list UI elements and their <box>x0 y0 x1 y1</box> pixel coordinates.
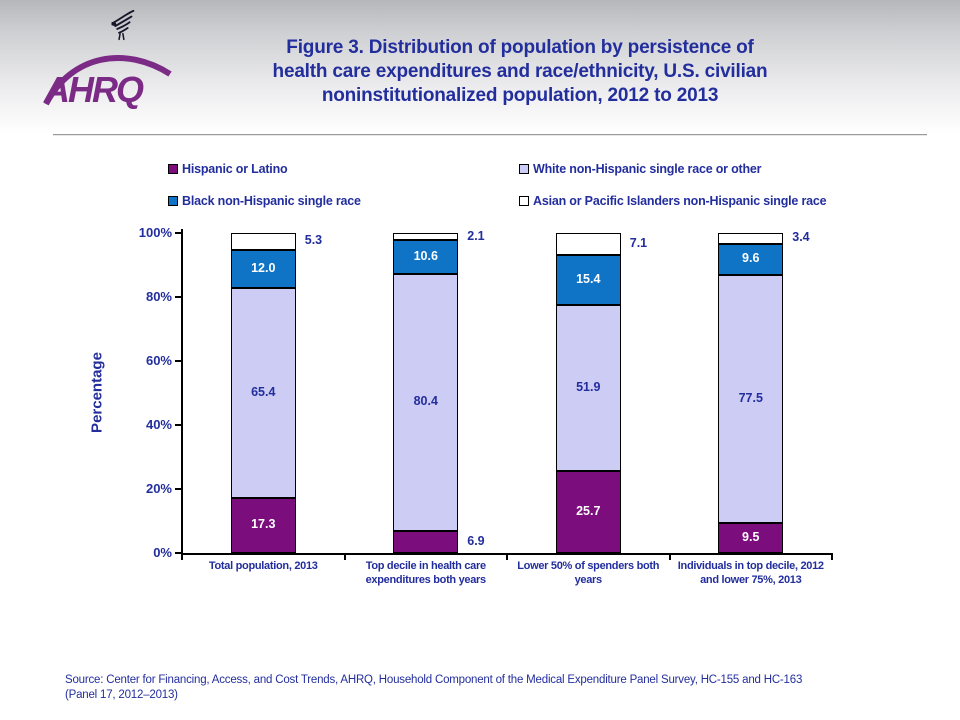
x-axis-tick <box>181 554 183 560</box>
y-axis-tick-label: 0% <box>153 545 172 560</box>
bar-segment <box>230 249 296 289</box>
x-axis-tick <box>831 554 833 560</box>
figure-title-line-2: health care expenditures and race/ethnic… <box>272 61 768 82</box>
ahrq-logo: AHRQ <box>40 4 190 116</box>
source-note-line-1: Source: Center for Financing, Access, an… <box>65 674 803 686</box>
x-axis-tick <box>343 554 346 560</box>
bar-value-label: 80.4 <box>413 394 438 409</box>
legend-item: Asian or Pacific Islanders non-Hispanic … <box>519 194 827 208</box>
y-axis-tick <box>175 360 181 362</box>
bar-segment <box>393 530 459 553</box>
legend-item: White non-Hispanic single race or other <box>519 162 762 176</box>
bar-segment <box>555 255 621 305</box>
bar-segment <box>555 232 621 256</box>
legend-swatch-icon <box>168 164 178 174</box>
y-axis-tick-label: 80% <box>145 289 172 304</box>
bar-segment <box>718 243 784 275</box>
bar-value-label: 9.5 <box>742 529 760 544</box>
bar-segment <box>393 239 459 274</box>
figure-title-line-1: Figure 3. Distribution of population by … <box>286 37 754 58</box>
ahrq-wordmark: AHRQ <box>43 55 172 110</box>
bar-value-label: 51.9 <box>576 379 601 394</box>
legend-swatch-icon <box>519 196 529 206</box>
bar-segment <box>718 233 784 244</box>
bar-segment <box>718 274 784 523</box>
bar-value-label: 15.4 <box>576 272 601 287</box>
bar-value-label: 6.9 <box>467 533 485 548</box>
bar-segment <box>230 288 296 498</box>
legend-item: Hispanic or Latino <box>168 162 288 176</box>
y-axis-tick-label: 100% <box>138 225 172 240</box>
figure-title-line-3: noninstitutionalized population, 2012 to… <box>321 85 719 106</box>
y-axis-tick-label: 60% <box>145 353 172 368</box>
bar-value-label: 5.3 <box>304 233 323 248</box>
bar-segment <box>718 522 784 553</box>
hhs-eagle-icon <box>111 9 135 41</box>
bar-value-label: 9.6 <box>742 251 760 266</box>
svg-text:AHRQ: AHRQ <box>43 69 144 110</box>
bar-value-label: 65.4 <box>251 385 276 399</box>
legend-swatch-icon <box>519 164 529 174</box>
y-axis-tick <box>175 296 181 298</box>
legend-label: Asian or Pacific Islanders non-Hispanic … <box>533 194 827 208</box>
legend-item: Black non-Hispanic single race <box>168 194 361 208</box>
bar-segment <box>393 233 459 240</box>
legend-label: White non-Hispanic single race or other <box>533 162 762 176</box>
legend-label: Hispanic or Latino <box>182 162 288 176</box>
bar-value-label: 77.5 <box>738 390 763 405</box>
figure-title: Figure 3. Distribution of population by … <box>160 36 880 108</box>
bar-value-label: 3.4 <box>792 230 810 245</box>
bar-value-label: 12.0 <box>251 261 276 276</box>
bar-value-label: 10.6 <box>413 248 438 263</box>
y-axis-title: Percentage <box>88 352 106 433</box>
y-axis-tick-label: 40% <box>145 417 172 432</box>
x-axis-category-label: Individuals in top decile, 2012 and lowe… <box>677 560 824 586</box>
x-axis-category-label: Lower 50% of spenders both years <box>517 560 660 586</box>
bar-segment <box>230 497 296 553</box>
header-divider <box>53 134 927 136</box>
source-note-line-2: (Panel 17, 2012–2013) <box>65 689 178 701</box>
bar-segment <box>393 273 459 531</box>
y-axis-tick <box>175 424 181 426</box>
y-axis-tick-label: 20% <box>145 481 172 496</box>
source-note: Source: Center for Financing, Access, an… <box>65 673 925 703</box>
bar-value-label: 2.1 <box>467 229 485 243</box>
bar-segment <box>555 470 621 553</box>
legend-label: Black non-Hispanic single race <box>182 194 361 208</box>
legend-swatch-icon <box>168 196 178 206</box>
bar-value-label: 7.1 <box>629 236 648 251</box>
x-axis-category-label: Total population, 2013 <box>208 560 318 572</box>
y-axis-tick <box>175 488 181 490</box>
x-axis-tick <box>668 554 671 560</box>
x-axis-tick <box>506 554 508 560</box>
y-axis-line <box>181 229 183 555</box>
bar-segment <box>555 304 621 471</box>
bar-value-label: 25.7 <box>576 503 601 518</box>
x-axis-category-label: Top decile in health care expenditures b… <box>365 560 487 586</box>
y-axis-tick <box>175 552 181 554</box>
bar-value-label: 17.3 <box>251 517 276 532</box>
y-axis-tick <box>175 232 181 234</box>
bar-segment <box>230 233 296 250</box>
